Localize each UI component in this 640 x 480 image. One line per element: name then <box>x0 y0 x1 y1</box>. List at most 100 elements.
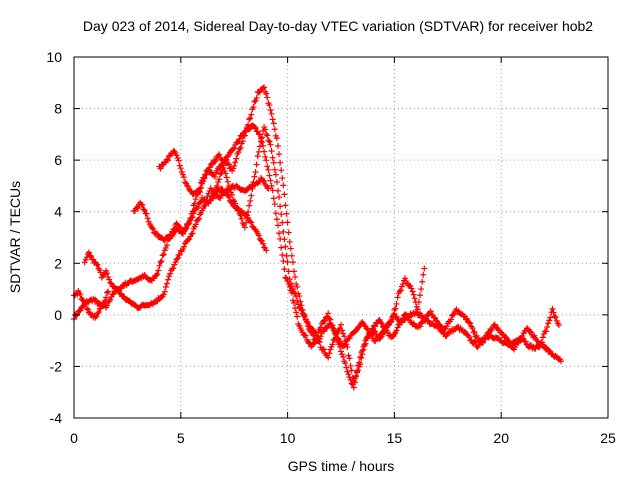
data-point <box>471 338 478 345</box>
data-point <box>338 321 344 328</box>
data-point <box>160 251 167 258</box>
data-point <box>434 318 441 325</box>
data-point <box>263 157 270 164</box>
data-point <box>246 202 253 209</box>
data-point <box>161 237 168 244</box>
data-point <box>364 333 371 340</box>
data-point <box>502 333 509 340</box>
data-point <box>293 281 300 288</box>
data-point <box>271 201 278 208</box>
data-point <box>451 311 458 318</box>
data-point <box>404 313 411 320</box>
data-point <box>205 200 212 207</box>
data-point <box>264 163 271 170</box>
data-point <box>361 322 368 329</box>
data-point <box>253 161 260 168</box>
data-point <box>163 156 170 163</box>
data-point <box>292 273 299 280</box>
data-point <box>551 313 558 320</box>
data-point <box>216 164 223 171</box>
data-point <box>251 98 258 105</box>
data-point <box>201 174 208 181</box>
data-point <box>107 279 114 286</box>
data-point <box>244 214 251 221</box>
data-point <box>276 151 283 158</box>
data-point <box>251 123 258 130</box>
data-point <box>211 158 218 165</box>
data-point <box>482 335 489 342</box>
data-point <box>468 336 475 343</box>
data-point <box>261 84 268 91</box>
data-point <box>164 276 171 283</box>
data-point <box>345 371 352 378</box>
data-point <box>558 358 565 365</box>
data-point <box>254 153 261 160</box>
data-point <box>317 324 324 331</box>
data-point <box>507 340 514 347</box>
data-point <box>550 309 557 316</box>
data-point <box>499 330 506 337</box>
data-point <box>272 210 279 217</box>
data-point <box>543 328 550 335</box>
data-point <box>194 217 201 224</box>
data-point <box>347 376 354 383</box>
data-point <box>79 296 86 303</box>
data-point <box>211 173 218 180</box>
y-tick-label: 6 <box>54 152 62 168</box>
data-point <box>282 243 289 250</box>
x-tick-label: 15 <box>387 430 403 446</box>
data-point <box>277 159 284 166</box>
data-point <box>408 285 415 292</box>
data-point <box>266 138 273 145</box>
data-point <box>177 165 184 172</box>
data-point <box>82 300 89 307</box>
data-point <box>359 347 366 354</box>
data-point <box>321 317 328 324</box>
data-point <box>418 286 425 293</box>
data-point <box>361 341 368 348</box>
data-point <box>208 160 215 167</box>
data-point <box>201 202 208 209</box>
data-point <box>278 244 285 251</box>
data-point <box>181 174 188 181</box>
data-point <box>276 194 283 201</box>
data-point <box>378 320 385 327</box>
data-point <box>352 372 359 379</box>
data-point <box>296 293 303 300</box>
data-point <box>92 296 99 303</box>
data-point <box>543 344 550 351</box>
data-point <box>84 306 91 313</box>
data-point <box>372 323 379 330</box>
data-point <box>410 291 417 298</box>
data-point <box>202 171 209 178</box>
data-point <box>302 332 309 339</box>
data-point <box>251 173 258 180</box>
data-point <box>294 283 301 290</box>
x-tick-label: 5 <box>177 430 185 446</box>
data-point <box>294 313 301 320</box>
data-point <box>286 238 293 245</box>
axis-ticks: 0 5 10 15 20 25 -4 -2 0 2 4 6 8 10 <box>46 49 616 446</box>
data-point <box>348 367 355 374</box>
data-point <box>175 157 182 164</box>
data-point <box>405 314 412 321</box>
data-point <box>85 249 92 256</box>
data-point <box>181 243 188 250</box>
data-point <box>340 330 347 337</box>
data-point <box>260 240 267 247</box>
data-point <box>198 184 205 191</box>
data-point <box>189 214 196 221</box>
data-point <box>242 128 249 135</box>
data-point <box>260 85 267 92</box>
y-tick-label: -2 <box>50 358 63 374</box>
data-point <box>160 291 167 298</box>
data-point <box>284 259 291 266</box>
data-point <box>100 299 107 306</box>
data-point <box>265 166 272 173</box>
data-point <box>555 322 562 329</box>
data-point <box>236 135 243 142</box>
data-point <box>138 201 145 208</box>
data-point <box>225 193 232 200</box>
data-point <box>197 189 204 196</box>
data-point <box>135 205 142 212</box>
